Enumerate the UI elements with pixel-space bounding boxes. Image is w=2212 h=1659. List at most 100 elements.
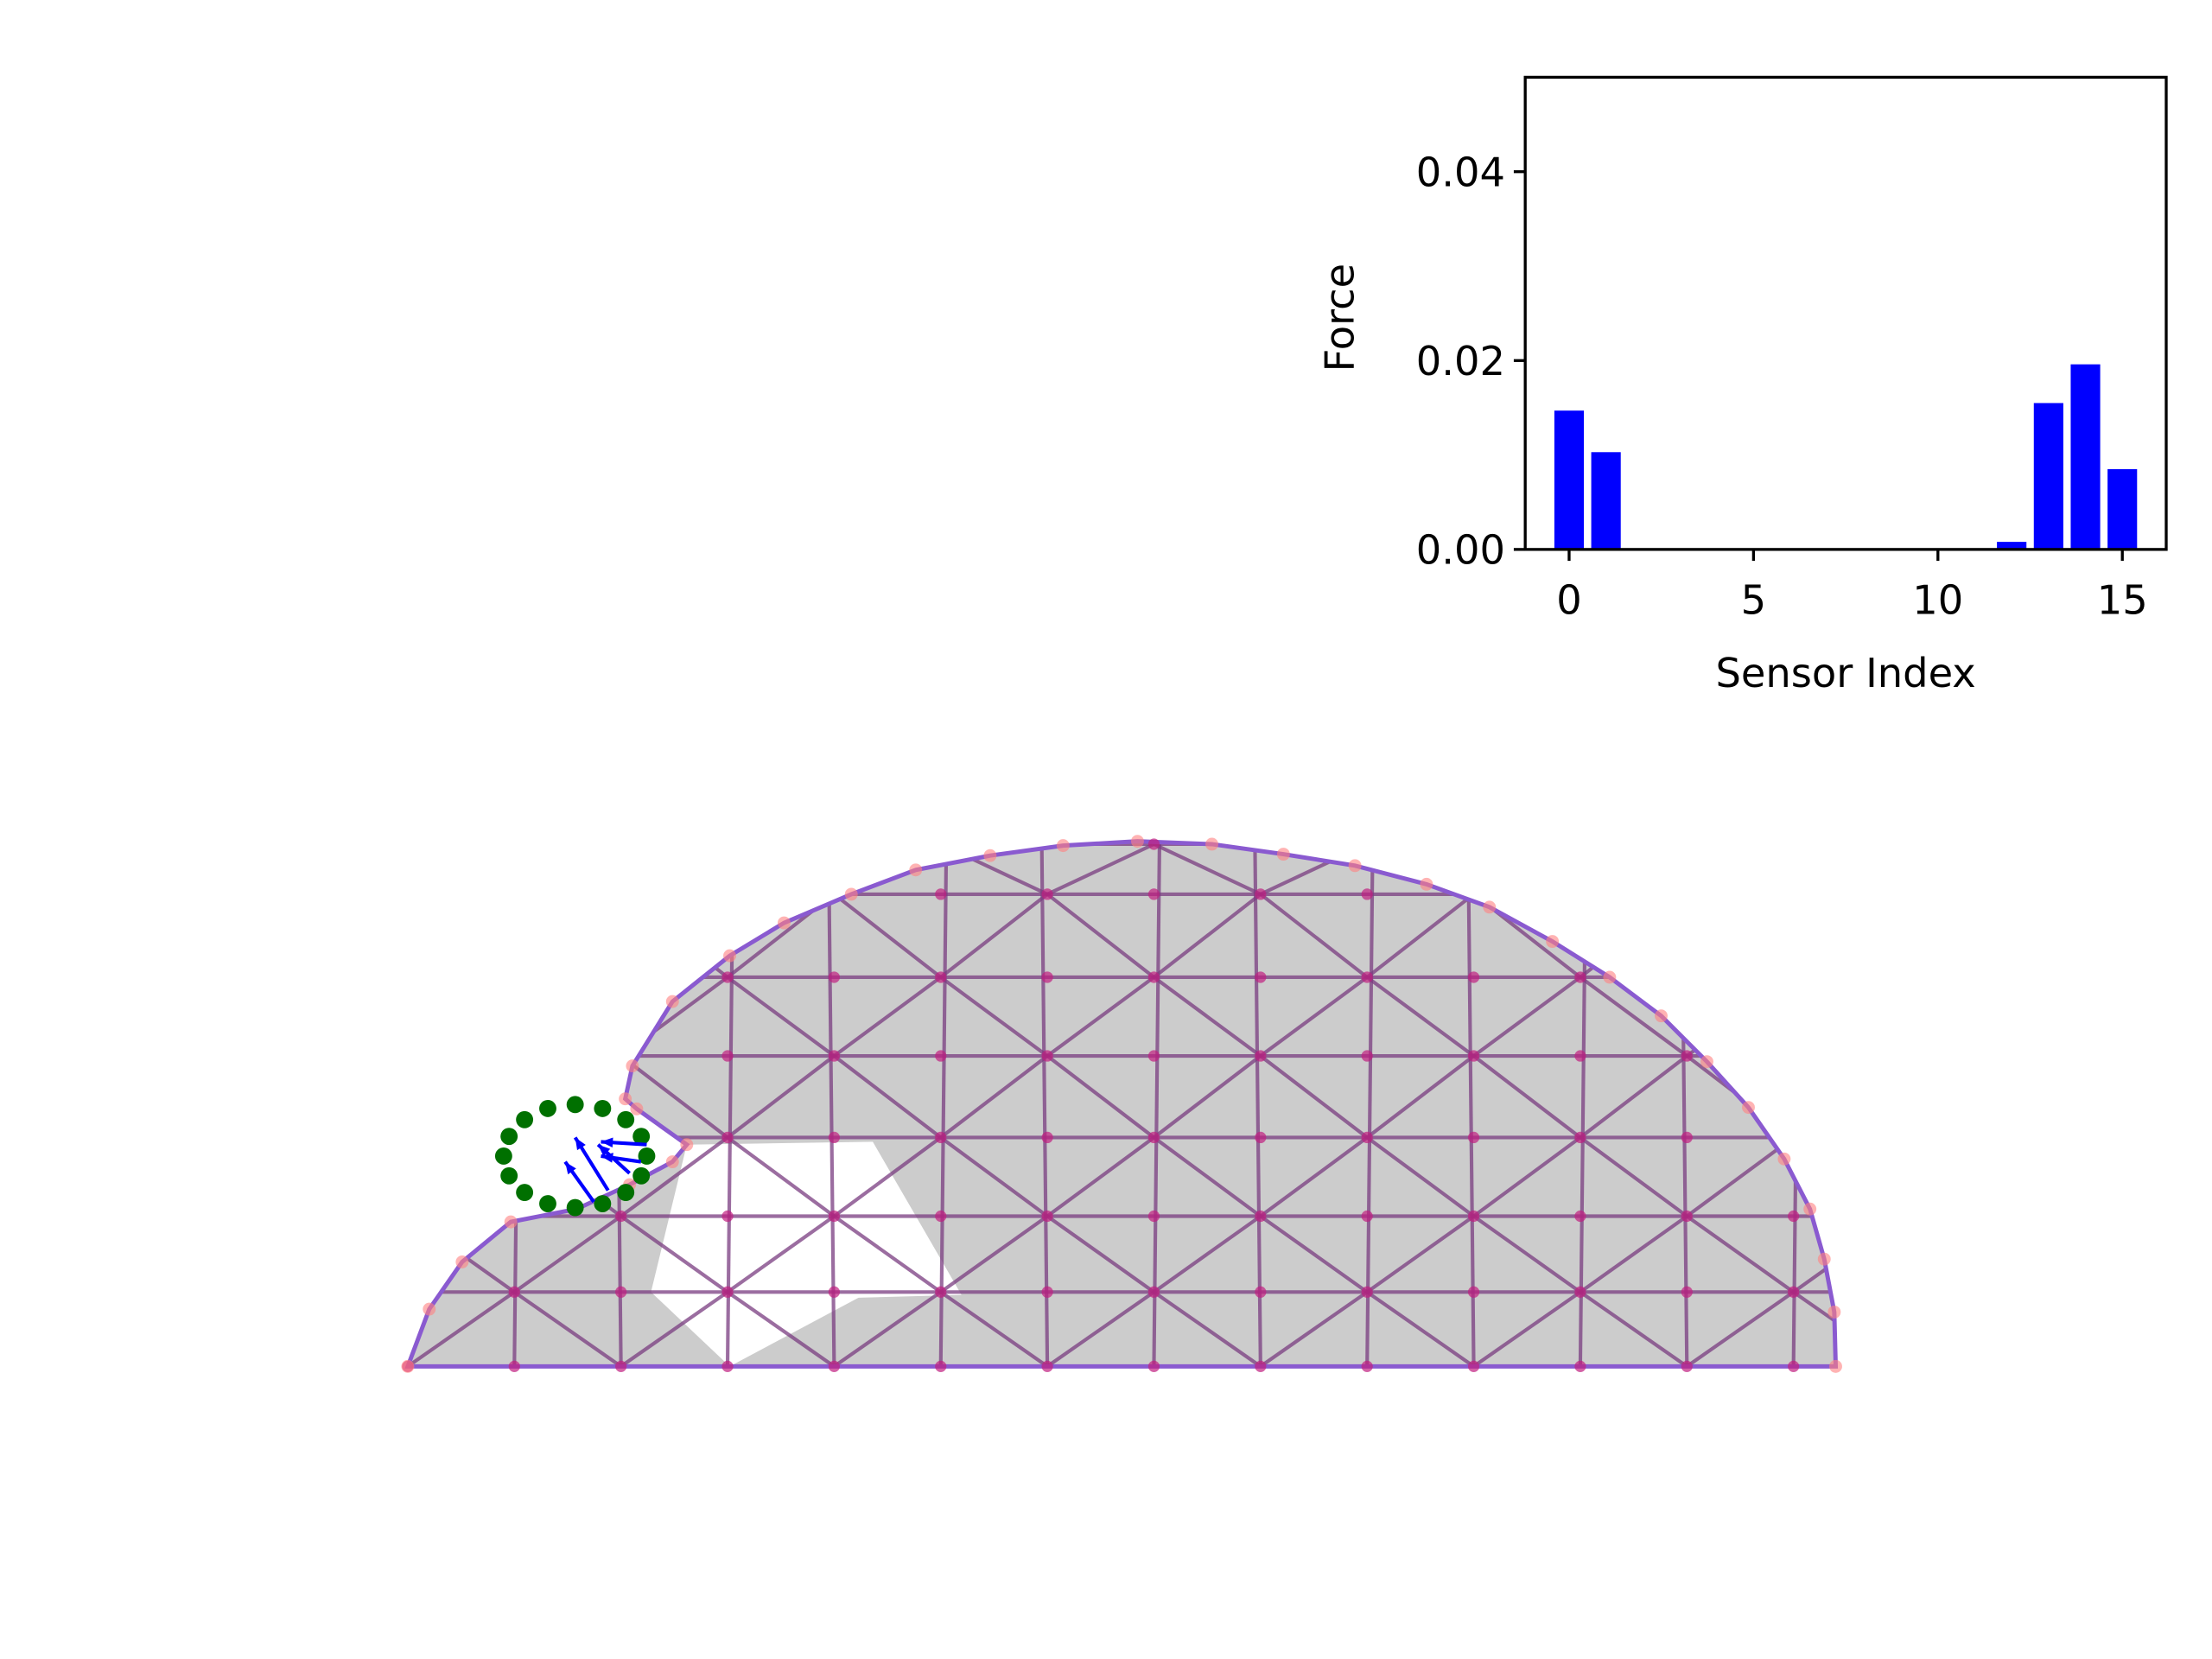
mesh-node bbox=[1574, 971, 1586, 983]
mesh-edge bbox=[826, 841, 836, 1367]
mesh-edge bbox=[407, 841, 410, 1367]
mesh-edge bbox=[1039, 841, 1050, 1367]
mesh-node bbox=[1361, 971, 1373, 983]
mesh-node bbox=[1147, 1286, 1160, 1298]
mesh-boundary-node bbox=[455, 1255, 469, 1268]
probe-dot bbox=[632, 1166, 651, 1185]
mesh-edge bbox=[1046, 1135, 1155, 1218]
mesh-edge bbox=[620, 1135, 729, 1218]
force-arrow-head bbox=[575, 1137, 586, 1151]
mesh-boundary-node bbox=[1546, 935, 1560, 949]
mesh-node bbox=[721, 1286, 734, 1298]
mesh-edge bbox=[1472, 842, 1581, 896]
mesh-edge bbox=[1472, 976, 1582, 1058]
mesh-node bbox=[1467, 1210, 1480, 1223]
mesh-edge bbox=[1366, 1290, 1475, 1367]
mesh-boundary-node bbox=[1655, 1009, 1668, 1023]
mesh-edge bbox=[1686, 1214, 1795, 1294]
probe-dot bbox=[638, 1147, 656, 1165]
bar bbox=[2033, 403, 2063, 550]
mesh-node bbox=[1147, 888, 1160, 900]
probe-dot bbox=[516, 1110, 534, 1128]
force-arrow-head bbox=[565, 1161, 576, 1175]
mesh-node bbox=[935, 1286, 947, 1298]
mesh-edge bbox=[1579, 1290, 1688, 1367]
mesh-edge bbox=[939, 1054, 1049, 1140]
mesh-edge bbox=[513, 842, 622, 896]
mesh-node bbox=[1255, 971, 1267, 983]
mesh-edge bbox=[513, 1214, 622, 1294]
mesh-node bbox=[1681, 1210, 1693, 1223]
mesh-edge bbox=[620, 1290, 729, 1367]
mesh-edge bbox=[939, 1214, 1049, 1294]
mesh-boundary-node bbox=[1130, 835, 1144, 849]
mesh-boundary-node bbox=[1420, 877, 1433, 891]
mesh-edge bbox=[620, 893, 729, 979]
mesh-edge bbox=[939, 1135, 1049, 1218]
probe-dot bbox=[617, 1184, 635, 1202]
mesh-edge bbox=[1686, 842, 1795, 896]
mesh-node bbox=[615, 1286, 627, 1298]
mesh-edge bbox=[1153, 1135, 1262, 1218]
probe-dot bbox=[539, 1099, 556, 1117]
mesh-boundary-node bbox=[1777, 1152, 1791, 1166]
mesh-node bbox=[721, 1360, 734, 1372]
mesh-node bbox=[1681, 1286, 1693, 1298]
probe-dot bbox=[516, 1184, 534, 1202]
mesh-node bbox=[721, 1050, 734, 1062]
bar bbox=[2107, 468, 2138, 550]
mesh-node bbox=[1788, 1286, 1800, 1298]
mesh-edge bbox=[1253, 841, 1262, 1367]
mesh-node bbox=[1041, 1286, 1053, 1298]
mesh-edge bbox=[726, 1135, 836, 1218]
mesh-edge bbox=[407, 976, 516, 1058]
y-tick-label: 0.00 bbox=[1416, 526, 1505, 573]
mesh-node bbox=[508, 1286, 520, 1298]
y-axis-label: Force bbox=[1316, 264, 1363, 372]
mesh-node bbox=[1574, 1131, 1586, 1144]
mesh-edge bbox=[726, 1290, 836, 1367]
mesh-boundary-node bbox=[401, 1359, 415, 1373]
mesh-node bbox=[935, 1131, 947, 1144]
mesh-boundary-node bbox=[844, 887, 858, 901]
mesh-boundary-node bbox=[1205, 837, 1218, 851]
mesh-node bbox=[1255, 888, 1267, 900]
mesh-edge bbox=[833, 1214, 942, 1294]
mesh-edge bbox=[833, 893, 943, 979]
mesh-boundary-node bbox=[665, 995, 679, 1008]
probe-dot bbox=[500, 1128, 518, 1146]
x-axis-label: Sensor Index bbox=[1715, 650, 1975, 696]
mesh-boundary-node bbox=[1827, 1305, 1841, 1319]
mesh-node bbox=[1147, 971, 1160, 983]
force-arrow-head bbox=[601, 1137, 613, 1148]
mesh-edge bbox=[1579, 976, 1688, 1058]
mesh-edge bbox=[1792, 1214, 1836, 1294]
y-tick-label: 0.04 bbox=[1416, 149, 1505, 195]
mesh-edge bbox=[620, 1054, 729, 1140]
mesh-edge bbox=[833, 1135, 942, 1218]
mesh-node bbox=[828, 1210, 841, 1223]
mesh-node bbox=[828, 1360, 841, 1372]
mesh-edge bbox=[1259, 1054, 1369, 1140]
mesh-boundary-node bbox=[777, 916, 791, 930]
contact-probe bbox=[494, 1096, 656, 1217]
mesh-edge bbox=[1686, 976, 1795, 1058]
mesh-edge bbox=[1894, 830, 1900, 1366]
mesh-edge bbox=[1579, 1214, 1688, 1294]
mesh-node bbox=[1361, 1050, 1373, 1062]
mesh-edge bbox=[1465, 841, 1476, 1367]
mesh-node bbox=[1681, 1131, 1693, 1144]
mesh bbox=[401, 830, 1900, 1373]
mesh-edge bbox=[833, 976, 942, 1058]
mesh-edge bbox=[1579, 1135, 1688, 1218]
mesh-edge bbox=[1686, 1135, 1795, 1218]
mesh-edge bbox=[620, 1214, 729, 1294]
probe-dot bbox=[594, 1099, 612, 1117]
mesh-edge bbox=[1046, 1054, 1155, 1140]
mesh-edge bbox=[1259, 1290, 1369, 1367]
probe-dot bbox=[617, 1110, 635, 1128]
mesh-boundary-node bbox=[1483, 900, 1497, 914]
x-tick-label: 15 bbox=[2097, 576, 2148, 623]
x-tick-label: 5 bbox=[1741, 576, 1767, 623]
mesh-boundary-node bbox=[1700, 1055, 1713, 1069]
